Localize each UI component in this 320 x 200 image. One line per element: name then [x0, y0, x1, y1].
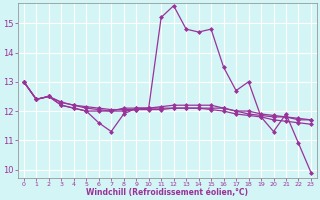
- X-axis label: Windchill (Refroidissement éolien,°C): Windchill (Refroidissement éolien,°C): [86, 188, 248, 197]
